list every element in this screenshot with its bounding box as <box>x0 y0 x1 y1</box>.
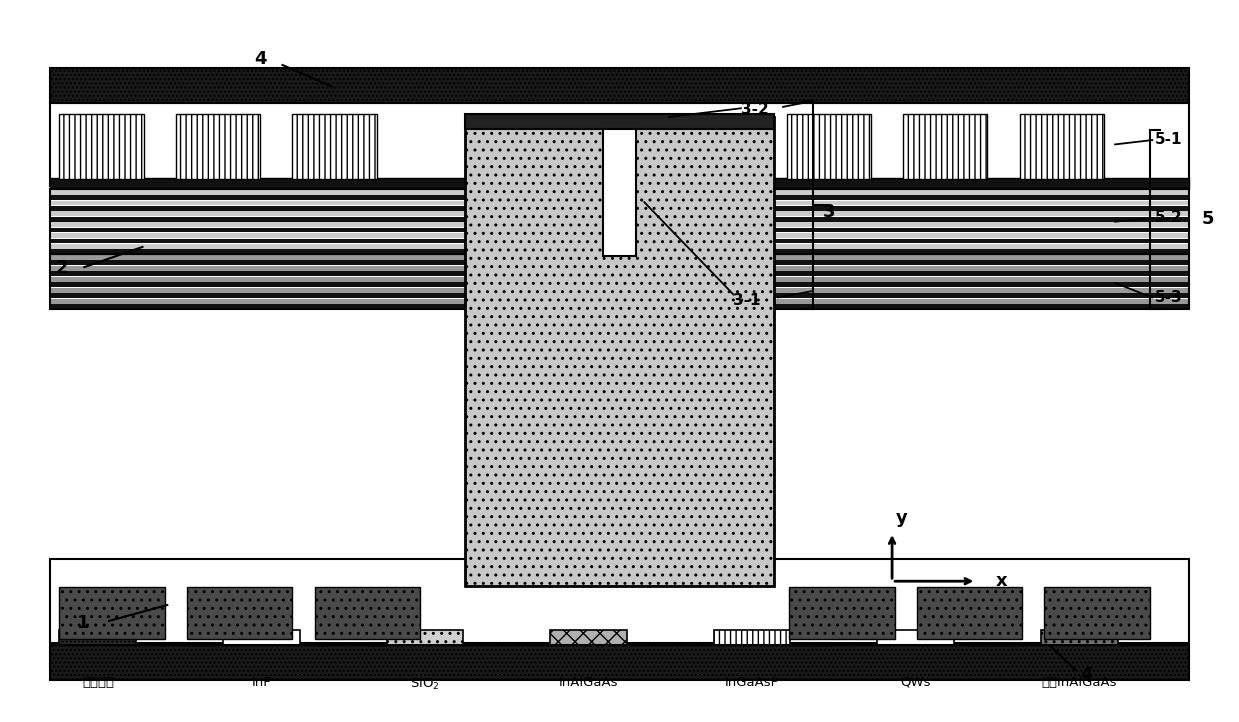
Text: 5-3: 5-3 <box>1155 290 1182 305</box>
Bar <box>50 217 1189 222</box>
Bar <box>789 587 895 639</box>
Bar <box>787 114 871 179</box>
Bar <box>1020 114 1104 179</box>
Text: 3: 3 <box>823 203 835 221</box>
Text: InAlGaAs: InAlGaAs <box>559 676 618 689</box>
Bar <box>50 233 1189 238</box>
Text: 4: 4 <box>1080 666 1093 684</box>
Bar <box>59 114 144 179</box>
Bar <box>50 266 1189 271</box>
Text: 1: 1 <box>77 614 89 632</box>
Text: SiO$_2$: SiO$_2$ <box>410 676 440 692</box>
Bar <box>50 222 1189 227</box>
Bar <box>50 254 1189 309</box>
Bar <box>187 587 292 639</box>
Bar <box>50 261 1189 265</box>
Text: QWs: QWs <box>901 676 930 689</box>
Bar <box>465 117 774 586</box>
Bar <box>50 559 1189 643</box>
Text: InGaAsP: InGaAsP <box>725 676 779 689</box>
Text: 接触电极: 接触电极 <box>82 676 114 689</box>
Bar <box>50 195 1189 200</box>
Bar <box>292 114 377 179</box>
Bar <box>50 212 1189 217</box>
Bar <box>50 271 1189 276</box>
Bar <box>50 299 1189 303</box>
Bar <box>59 630 136 670</box>
Bar <box>903 114 987 179</box>
Bar <box>917 587 1022 639</box>
Bar <box>877 630 954 670</box>
Text: x: x <box>995 573 1007 590</box>
Bar <box>50 305 1189 309</box>
Bar <box>603 129 636 256</box>
Bar <box>465 114 774 129</box>
Bar <box>50 645 1189 680</box>
Bar <box>50 293 1189 298</box>
Bar <box>50 249 1189 254</box>
Bar <box>50 206 1189 211</box>
Bar <box>50 201 1189 205</box>
Bar <box>50 282 1189 287</box>
Text: 2: 2 <box>56 259 68 277</box>
Text: 4: 4 <box>254 50 266 68</box>
Bar <box>223 630 300 670</box>
Text: InP: InP <box>252 676 271 689</box>
Bar <box>50 277 1189 282</box>
Bar <box>50 288 1189 292</box>
Text: 5: 5 <box>1202 210 1214 228</box>
Bar <box>1041 630 1118 670</box>
Text: 3-1: 3-1 <box>733 292 761 308</box>
Bar <box>50 244 1189 248</box>
Text: 3-2: 3-2 <box>741 102 768 117</box>
Bar <box>714 630 790 670</box>
Bar <box>50 227 1189 232</box>
Bar <box>50 255 1189 260</box>
Bar <box>176 114 260 179</box>
Text: 5-2: 5-2 <box>1155 210 1182 225</box>
Bar <box>387 630 463 670</box>
Text: y: y <box>896 509 908 526</box>
Text: 5-1: 5-1 <box>1155 132 1182 147</box>
Bar <box>50 238 1189 243</box>
Text: 掺杂InAlGaAs: 掺杂InAlGaAs <box>1042 676 1116 689</box>
Bar <box>550 630 627 670</box>
Bar <box>50 103 1189 186</box>
Bar <box>50 68 1189 103</box>
Bar <box>1044 587 1150 639</box>
Bar <box>50 178 1189 189</box>
Bar <box>315 587 420 639</box>
Bar <box>50 190 1189 194</box>
Bar <box>59 587 165 639</box>
Bar <box>50 189 1189 254</box>
